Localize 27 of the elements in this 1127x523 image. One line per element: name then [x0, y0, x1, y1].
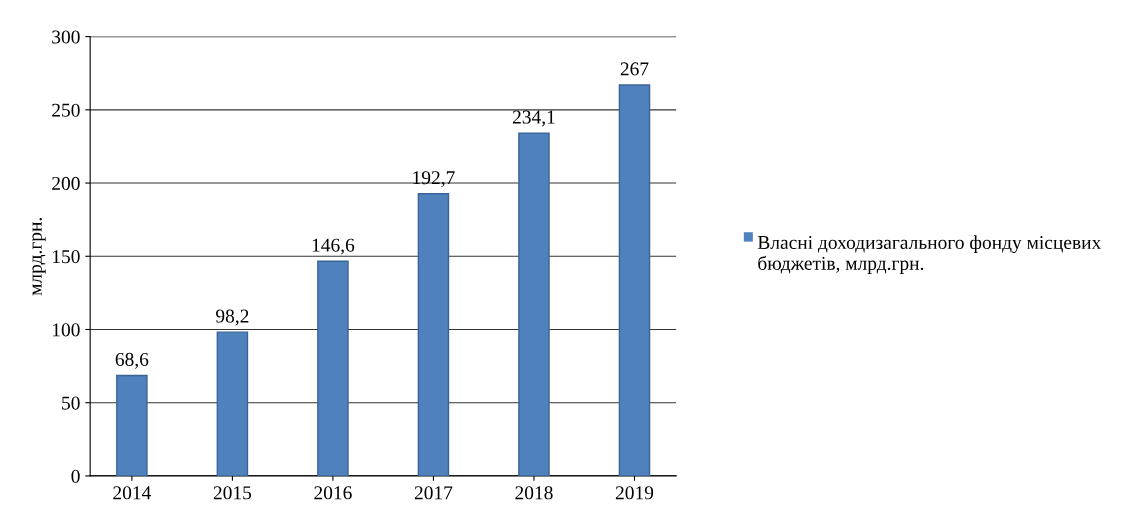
data-label: 192,7 — [413, 171, 455, 188]
bar — [417, 193, 450, 476]
x-tick-label: 2016 — [314, 486, 352, 500]
y-tick-label: 150 — [52, 250, 80, 264]
data-label: 267 — [620, 62, 649, 76]
y-tick-label: 300 — [52, 30, 80, 44]
x-tick-label: 2015 — [213, 486, 252, 500]
x-tick-label: 2018 — [515, 486, 553, 500]
y-tick-label: 200 — [52, 176, 80, 190]
bar — [518, 132, 550, 476]
legend-label: Власні доходизагального фонду місцевих бюджетів, млрд.грн. — [757, 235, 1102, 274]
y-tick-label: 100 — [52, 323, 80, 337]
data-label: 68,6 — [115, 352, 149, 369]
data-label: 98,2 — [216, 309, 249, 326]
x-tick-label: 2017 — [414, 486, 453, 500]
bar — [116, 374, 148, 476]
data-label: 146,6 — [312, 238, 355, 255]
data-label: 234,1 — [512, 110, 555, 127]
x-tick-label: 2014 — [113, 486, 152, 500]
bar — [618, 84, 651, 476]
y-tick-label: 250 — [52, 103, 80, 117]
y-tick-label: 0 — [71, 469, 80, 483]
x-tick-label: 2019 — [615, 486, 654, 500]
bar — [317, 260, 349, 476]
y-axis-title: млрд.грн. — [32, 217, 46, 296]
bar — [216, 331, 249, 476]
y-tick-label: 50 — [62, 396, 80, 410]
